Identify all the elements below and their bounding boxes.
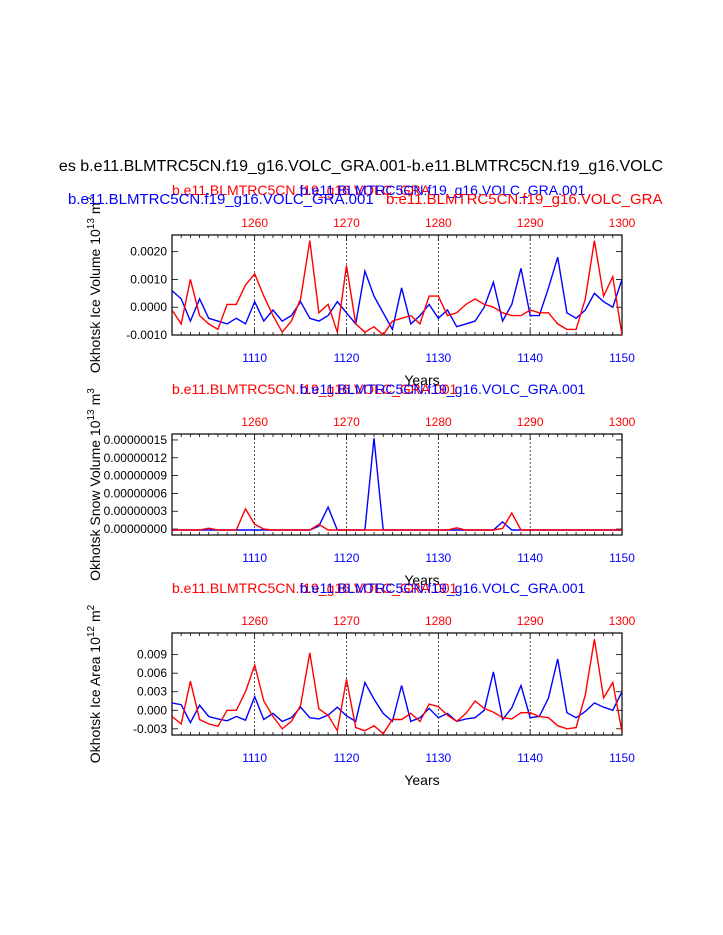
- chart-panel-3: 1110 1120 1130 1140 1150 1260 1270 1280 1290 1300…: [86, 580, 636, 788]
- x-tick-label-top: 1290: [517, 415, 544, 429]
- y-axis-label-unit: m: [87, 610, 103, 622]
- x-tick-label-top: 1300: [609, 415, 636, 429]
- x-tick-label-top: 1300: [609, 614, 636, 628]
- y-tick-label: 0.00000006: [104, 486, 168, 500]
- y-axis-label-unit: m: [87, 202, 103, 214]
- y-axis-label-text: Okhotsk Ice Volume 10: [87, 229, 103, 373]
- x-tick-label-bottom: 1140: [517, 751, 543, 765]
- y-tick-label: 0.0010: [130, 272, 167, 286]
- x-tick-label-top: 1290: [517, 216, 544, 230]
- y-tick-label: -0.003: [133, 722, 167, 736]
- x-tick-label-top: 1280: [425, 216, 452, 230]
- x-tick-label-bottom: 1120: [334, 551, 360, 565]
- x-tick-label-top: 1260: [241, 415, 268, 429]
- y-axis-label-exponent: 13: [86, 409, 97, 421]
- y-tick-label: 0.000: [137, 703, 167, 717]
- x-tick-label-bottom: 1130: [425, 751, 451, 765]
- series-line-case1: [172, 658, 622, 725]
- y-tick-label: 0.00000003: [104, 504, 168, 518]
- figure-title: es b.e11.BLMTRC5CN.f19_g16.VOLC_GRA.001-…: [59, 158, 663, 175]
- x-tick-label-bottom: 1110: [242, 751, 267, 765]
- x-tick-label-top: 1270: [333, 216, 360, 230]
- y-tick-label: 0.006: [137, 666, 167, 680]
- case1-label: b.e11.BLMTRC5CN.f19_g16.VOLC_GRA.001: [300, 381, 586, 397]
- case2-label-row2: b.e11.BLMTRC5CN.f19_g16.VOLC_GRA: [386, 191, 663, 208]
- y-axis-label-exponent: 13: [86, 218, 97, 230]
- chart-panel-2: 1110 1120 1130 1140 1150 1260 1270 1280 1290 1300…: [86, 381, 636, 588]
- case2-label: b.e11.BLMTRC5CN.f19_g16.VOLC_GRA.001: [172, 580, 458, 596]
- x-tick-label-bottom: 1150: [609, 551, 635, 565]
- y-tick-label: 0.0020: [130, 245, 167, 259]
- x-tick-label-top: 1280: [425, 415, 452, 429]
- x-tick-label-top: 1290: [517, 614, 544, 628]
- series-line-case2: [172, 240, 622, 335]
- x-tick-label-bottom: 1110: [242, 351, 267, 365]
- y-axis-label-unit-exponent: 3: [86, 388, 97, 394]
- plot-frame: [171, 234, 623, 336]
- y-axis-label: Okhotsk Ice Area 1012 m2: [86, 604, 103, 763]
- x-tick-label-bottom: 1140: [517, 551, 543, 565]
- y-axis-label-exponent: 12: [86, 626, 97, 638]
- x-tick-label-top: 1270: [333, 415, 360, 429]
- y-axis-label-text: Okhotsk Snow Volume 10: [87, 420, 103, 581]
- y-tick-label: 0.00000012: [104, 451, 168, 465]
- series-line-case1: [172, 438, 622, 531]
- series-line-case1: [172, 256, 622, 332]
- x-tick-label-bottom: 1150: [609, 751, 635, 765]
- x-axis-label: Years: [404, 372, 439, 388]
- series-line-case2: [172, 507, 622, 531]
- x-tick-label-bottom: 1120: [334, 751, 360, 765]
- chart-panel-1: 1110 1120 1130 1140 1150 1260 1270 1280 1290 1300…: [68, 182, 663, 388]
- x-tick-label-bottom: 1150: [609, 351, 635, 365]
- plot-frame: [171, 433, 623, 536]
- case1-label: b.e11.BLMTRC5CN.f19_g16.VOLC_GRA.001: [300, 580, 586, 596]
- x-tick-label-top: 1300: [609, 216, 636, 230]
- x-tick-label-top: 1260: [241, 614, 268, 628]
- y-tick-label: 0.00000009: [104, 469, 168, 483]
- y-tick-label: 0.00000015: [104, 433, 168, 447]
- series-line-case2: [172, 639, 622, 735]
- y-tick-label: 0.00000000: [104, 522, 168, 536]
- y-axis-label-unit-exponent: 2: [86, 604, 97, 610]
- case2-label: b.e11.BLMTRC5CN.f19_g16.VOLC_GRA.001: [172, 381, 458, 397]
- x-tick-label-bottom: 1130: [425, 351, 451, 365]
- x-tick-label-bottom: 1120: [334, 351, 360, 365]
- panels: 1110 1120 1130 1140 1150 1260 1270 1280 1290 1300…: [68, 182, 663, 788]
- y-axis-label-text: Okhotsk Ice Area 10: [87, 637, 103, 763]
- x-tick-label-bottom: 1130: [425, 551, 451, 565]
- case1-label: b.e11.BLMTRC5CN.f19_g16.VOLC_GRA.001: [300, 182, 586, 198]
- y-axis-label-unit-exponent: 3: [86, 196, 97, 202]
- x-tick-label-bottom: 1110: [242, 551, 267, 565]
- y-axis-label: Okhotsk Snow Volume 1013 m3: [86, 388, 103, 581]
- x-tick-label-bottom: 1140: [517, 351, 543, 365]
- y-tick-label: -0.0010: [126, 328, 167, 342]
- y-axis-label-unit: m: [87, 394, 103, 406]
- x-tick-label-top: 1260: [241, 216, 268, 230]
- x-axis-label: Years: [404, 572, 439, 588]
- x-tick-label-top: 1270: [333, 614, 360, 628]
- x-tick-label-top: 1280: [425, 614, 452, 628]
- y-tick-label: 0.003: [137, 685, 167, 699]
- y-axis-label: Okhotsk Ice Volume 1013 m3: [86, 196, 103, 373]
- x-axis-label: Years: [404, 772, 439, 788]
- plot-frame: [171, 632, 623, 736]
- y-tick-label: 0.0000: [130, 300, 167, 314]
- y-tick-label: 0.009: [137, 648, 167, 662]
- case1-label-row2: b.e11.BLMTRC5CN.f19_g16.VOLC_GRA.001: [68, 191, 374, 208]
- case2-label: b.e11.BLMTRC5CN.f19_g16.VOLC_GRA: [172, 182, 431, 198]
